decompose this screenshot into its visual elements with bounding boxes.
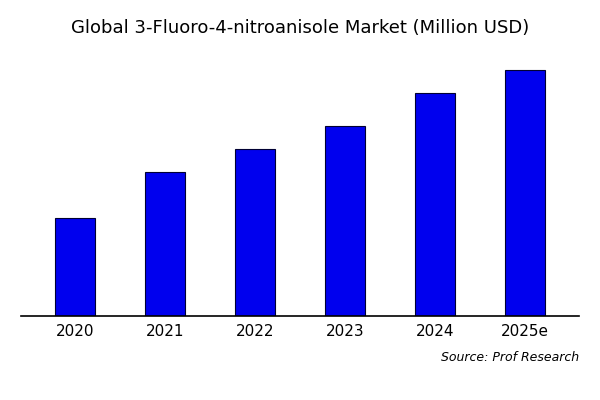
Bar [505,70,545,316]
Title: Global 3-Fluoro-4-nitroanisole Market (Million USD): Global 3-Fluoro-4-nitroanisole Market (M… [71,19,529,37]
Bar [145,172,185,316]
Bar [235,149,275,316]
Bar [325,126,365,316]
Bar [415,93,455,316]
Text: Source: Prof Research: Source: Prof Research [441,351,579,364]
Bar [55,218,95,316]
